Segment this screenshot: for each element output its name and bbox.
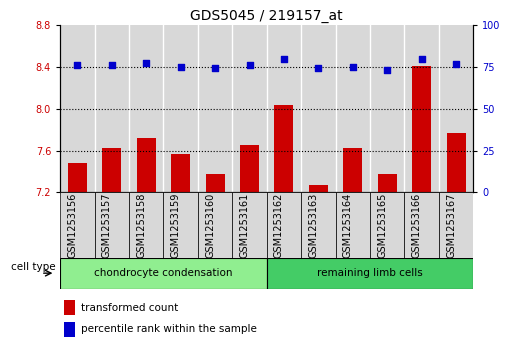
- Text: percentile rank within the sample: percentile rank within the sample: [81, 325, 257, 334]
- Bar: [232, 25, 267, 192]
- Bar: [267, 192, 301, 258]
- Text: GSM1253156: GSM1253156: [67, 192, 77, 258]
- Bar: [412, 66, 431, 192]
- Title: GDS5045 / 219157_at: GDS5045 / 219157_at: [190, 9, 343, 23]
- Bar: [137, 138, 156, 192]
- Bar: [301, 192, 336, 258]
- Point: [383, 67, 391, 73]
- Point: [452, 61, 460, 67]
- Point: [314, 65, 323, 71]
- Text: cell type: cell type: [11, 262, 55, 272]
- Text: GSM1253159: GSM1253159: [170, 192, 180, 258]
- Bar: [404, 25, 439, 192]
- Bar: [60, 25, 95, 192]
- Bar: [103, 147, 121, 192]
- Bar: [129, 25, 163, 192]
- Bar: [232, 192, 267, 258]
- Point: [176, 64, 185, 70]
- Text: GSM1253158: GSM1253158: [136, 192, 146, 258]
- Text: GSM1253162: GSM1253162: [274, 192, 284, 258]
- Bar: [163, 192, 198, 258]
- Bar: [68, 163, 87, 192]
- Bar: [267, 25, 301, 192]
- Bar: [301, 25, 336, 192]
- Text: GSM1253160: GSM1253160: [205, 192, 215, 258]
- Bar: [404, 192, 439, 258]
- Text: remaining limb cells: remaining limb cells: [317, 268, 423, 278]
- Point: [73, 62, 82, 68]
- Point: [349, 64, 357, 70]
- Bar: [95, 25, 129, 192]
- Bar: [275, 105, 293, 192]
- Bar: [240, 146, 259, 192]
- Point: [211, 65, 219, 71]
- Text: chondrocyte condensation: chondrocyte condensation: [94, 268, 233, 278]
- Bar: [336, 192, 370, 258]
- Bar: [370, 192, 404, 258]
- Point: [417, 56, 426, 62]
- Bar: [309, 185, 328, 192]
- Bar: [370, 25, 404, 192]
- Text: GSM1253164: GSM1253164: [343, 192, 353, 258]
- Bar: [439, 25, 473, 192]
- Text: GSM1253161: GSM1253161: [240, 192, 249, 258]
- Bar: [198, 192, 232, 258]
- Bar: [336, 25, 370, 192]
- Point: [245, 62, 254, 68]
- Text: GSM1253167: GSM1253167: [446, 192, 456, 258]
- Text: transformed count: transformed count: [81, 303, 178, 313]
- Bar: [129, 192, 163, 258]
- Text: GSM1253157: GSM1253157: [102, 192, 112, 258]
- Bar: [64, 300, 75, 315]
- Text: GSM1253165: GSM1253165: [377, 192, 387, 258]
- Bar: [60, 258, 267, 289]
- Bar: [439, 192, 473, 258]
- Bar: [95, 192, 129, 258]
- Bar: [267, 258, 473, 289]
- Point: [142, 60, 151, 66]
- Text: GSM1253166: GSM1253166: [412, 192, 422, 258]
- Bar: [163, 25, 198, 192]
- Bar: [343, 147, 362, 192]
- Bar: [64, 322, 75, 337]
- Point: [280, 56, 288, 62]
- Point: [108, 62, 116, 68]
- Text: GSM1253163: GSM1253163: [309, 192, 319, 258]
- Bar: [198, 25, 232, 192]
- Bar: [378, 174, 397, 192]
- Bar: [447, 133, 465, 192]
- Bar: [60, 192, 95, 258]
- Bar: [171, 154, 190, 192]
- Bar: [206, 174, 224, 192]
